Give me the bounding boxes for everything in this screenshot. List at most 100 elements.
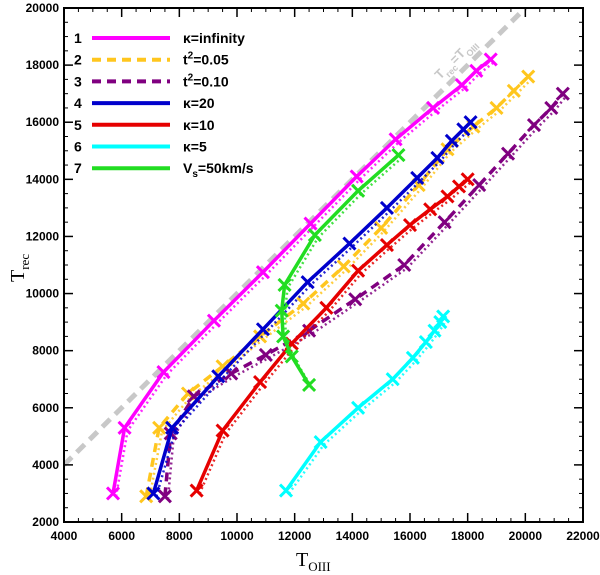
series-3-point <box>526 118 542 133</box>
x-axis-label: TOIII <box>296 549 331 574</box>
series-4-point <box>379 200 394 215</box>
x-tick-label: 20000 <box>509 529 543 543</box>
series-3-line <box>163 92 565 497</box>
y-axis-label-main: T <box>7 270 29 282</box>
legend-item-2: 2 t2=0.05 <box>74 51 229 68</box>
legend-label: κ=infinity <box>183 30 245 46</box>
series-2-point <box>521 69 536 84</box>
series-3-point <box>348 292 363 307</box>
series-5-point <box>319 300 334 315</box>
series-5-point <box>351 263 366 278</box>
series-5-dotted-line <box>198 181 472 495</box>
series-1-point <box>105 486 121 501</box>
series-4-point <box>342 236 357 251</box>
series-5-point <box>460 172 475 187</box>
legend: 1 κ=infinity 2 t2=0.05 3 t2=0.10 4 κ=20 5 κ=10 6 κ=… <box>74 30 254 180</box>
series-7-point <box>307 227 322 243</box>
series-1 <box>105 52 498 501</box>
series-1-point <box>349 169 364 184</box>
series-4-point <box>463 115 478 130</box>
series-1-point <box>156 365 171 380</box>
legend-number: 6 <box>74 139 82 155</box>
series-3-point <box>544 100 559 116</box>
reference-line <box>64 8 528 467</box>
series-3-dotted-line <box>166 95 567 500</box>
series-4-point <box>300 275 315 290</box>
series-3-point <box>500 146 516 161</box>
series-2-point <box>506 83 521 98</box>
series-group <box>105 52 570 504</box>
series-2-point <box>374 220 389 235</box>
series-4-point <box>410 170 425 185</box>
series-4-dotted-line <box>155 124 475 497</box>
x-tick-label: 22000 <box>566 529 600 543</box>
legend-label: t2=0.10 <box>183 72 229 89</box>
legend-number: 1 <box>74 30 82 46</box>
series-4-point <box>211 369 226 384</box>
series-6-point <box>427 323 442 338</box>
series-2 <box>139 69 536 504</box>
series-2-point <box>152 420 167 435</box>
series-6-dotted-line <box>287 318 448 495</box>
legend-label: κ=10 <box>183 117 215 133</box>
x-tick-label: 14000 <box>336 529 370 543</box>
series-5-line <box>194 177 469 492</box>
series-4-point <box>255 322 271 337</box>
legend-item-3: 3 t2=0.10 <box>74 72 229 89</box>
y-tick-label: 14000 <box>26 172 60 186</box>
ticks-group: 4000 6000 8000 10000 12000 14000 16000 18000 200… <box>26 1 600 543</box>
series-1-point <box>206 313 221 328</box>
legend-item-4: 4 κ=20 <box>74 95 215 111</box>
legend-item-6: 6 κ=5 <box>74 139 207 155</box>
legend-label: Vs=50km/s <box>183 160 254 180</box>
y-axis-label: Trec <box>7 254 32 282</box>
legend-item-1: 1 κ=infinity <box>74 30 245 46</box>
series-4-point <box>146 486 161 501</box>
series-6-point <box>418 335 433 350</box>
reference-line-group <box>64 8 528 467</box>
series-5-point <box>440 189 455 204</box>
series-6-point <box>405 350 420 365</box>
series-7-point <box>276 329 291 344</box>
series-4 <box>146 115 478 501</box>
x-tick-label: 16000 <box>393 529 427 543</box>
series-6 <box>278 309 451 498</box>
series-7-point <box>284 349 299 364</box>
y-tick-label: 18000 <box>26 58 60 72</box>
x-tick-label: 4000 <box>51 529 78 543</box>
series-7-point <box>274 303 289 318</box>
series-4-point <box>444 133 459 148</box>
series-6-point <box>313 434 328 450</box>
series-1-point <box>255 265 271 280</box>
series-4-point <box>430 150 445 165</box>
series-1-point <box>469 63 484 78</box>
y-axis-label-sub: rec <box>17 254 32 270</box>
y-tick-label: 10000 <box>26 287 60 301</box>
y-tick-label: 4000 <box>32 458 59 472</box>
legend-number: 4 <box>74 95 82 111</box>
legend-label: κ=20 <box>183 95 215 111</box>
legend-label: t2=0.05 <box>183 51 229 68</box>
series-7-point <box>391 148 406 163</box>
series-3-point <box>157 489 172 504</box>
series-6-point <box>351 400 366 415</box>
series-3-point <box>302 323 317 338</box>
legend-label: κ=5 <box>183 139 207 155</box>
legend-item-5: 5 κ=10 <box>74 117 215 133</box>
x-tick-label: 12000 <box>278 529 312 543</box>
series-6-point <box>385 372 400 387</box>
series-5-point <box>402 217 418 233</box>
series-7-point <box>351 183 366 198</box>
series-7 <box>274 148 406 392</box>
series-3-point <box>437 215 452 230</box>
series-5-point <box>423 202 438 217</box>
series-1-point <box>388 132 403 147</box>
series-5-point <box>379 237 394 253</box>
y-tick-label: 6000 <box>32 401 59 415</box>
series-3-point <box>555 86 570 101</box>
x-axis-label-main: T <box>296 549 308 571</box>
series-4-point <box>165 420 180 435</box>
series-1-dotted-line <box>114 61 495 497</box>
series-2-point <box>296 296 311 311</box>
